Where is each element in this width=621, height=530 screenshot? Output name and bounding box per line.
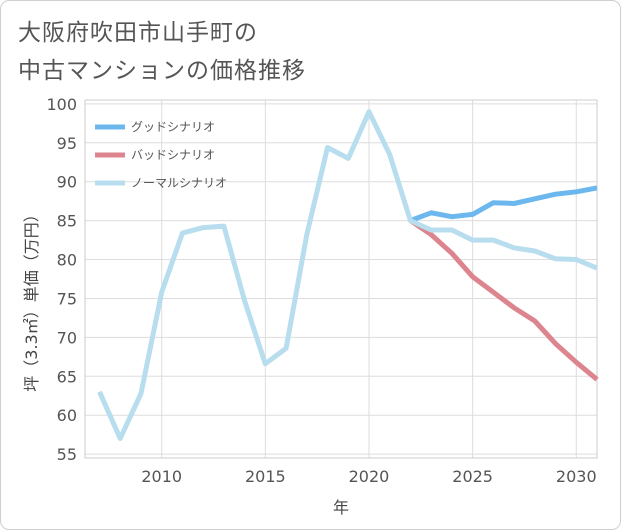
y-tick-85: 85 — [57, 212, 77, 231]
grid-horizontal — [85, 103, 597, 455]
y-tick-60: 60 — [57, 406, 77, 425]
plot-area — [85, 100, 597, 458]
x-axis-label: 年 — [333, 498, 349, 517]
chart-title: 大阪府吹田市山手町の 中古マンションの価格推移 — [18, 14, 306, 90]
plot-border — [84, 99, 598, 459]
title-line-2: 中古マンションの価格推移 — [18, 58, 306, 84]
x-tick-labels: 2010 2015 2020 2025 2030 — [141, 467, 596, 486]
series-line-good — [409, 185, 598, 223]
y-tick-100: 100 — [46, 95, 77, 114]
y-tick-65: 65 — [57, 367, 77, 386]
y-axis-label: 坪（3.3㎡）単価（万円） — [22, 206, 41, 391]
grid-vertical — [161, 100, 577, 458]
x-tick-2030: 2030 — [556, 467, 597, 486]
x-tick-2020: 2020 — [349, 467, 390, 486]
series-lines — [97, 109, 599, 441]
legend-label-bad: バッドシナリオ — [131, 148, 215, 162]
series-line-normal — [97, 109, 598, 441]
y-tick-70: 70 — [57, 328, 77, 347]
series-line-bad — [409, 218, 599, 382]
x-tick-2015: 2015 — [245, 467, 286, 486]
y-tick-80: 80 — [57, 251, 77, 270]
y-tick-90: 90 — [57, 173, 77, 192]
legend-label-good: グッドシナリオ — [131, 120, 215, 134]
y-tick-labels: 55 60 65 70 75 80 85 90 95 100 — [46, 95, 77, 464]
title-line-1: 大阪府吹田市山手町の — [18, 20, 258, 46]
y-tick-55: 55 — [57, 445, 77, 464]
x-tick-2025: 2025 — [452, 467, 493, 486]
legend-label-normal: ノーマルシナリオ — [131, 176, 227, 190]
y-tick-95: 95 — [57, 134, 77, 153]
x-tick-2010: 2010 — [141, 467, 182, 486]
y-tick-75: 75 — [57, 289, 77, 308]
